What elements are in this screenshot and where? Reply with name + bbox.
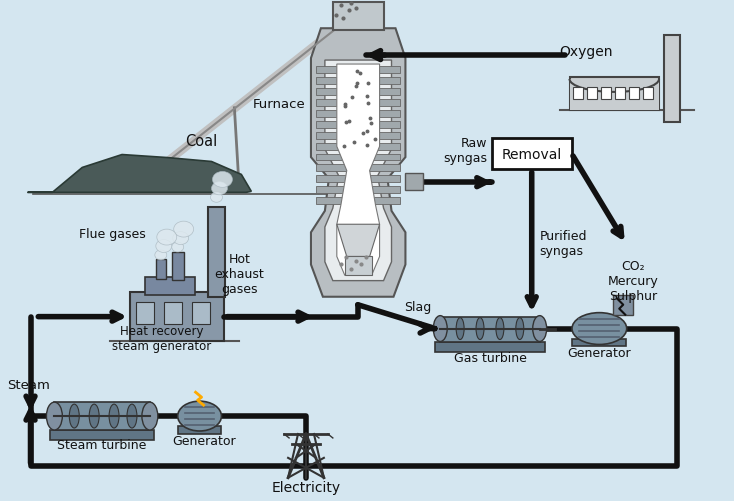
Bar — [316, 198, 401, 205]
Text: Steam turbine: Steam turbine — [57, 438, 147, 451]
Ellipse shape — [109, 404, 119, 428]
Ellipse shape — [433, 316, 447, 342]
Ellipse shape — [142, 402, 158, 430]
Ellipse shape — [496, 318, 504, 340]
Text: Removal: Removal — [501, 147, 562, 161]
Bar — [316, 154, 401, 161]
Ellipse shape — [211, 182, 228, 195]
Text: Heat recovery
steam generator: Heat recovery steam generator — [112, 325, 211, 353]
Ellipse shape — [157, 229, 177, 245]
Bar — [316, 67, 401, 74]
Bar — [629, 88, 639, 100]
Ellipse shape — [46, 402, 62, 430]
Bar — [587, 88, 597, 100]
Ellipse shape — [172, 232, 189, 245]
Text: Oxygen: Oxygen — [559, 45, 613, 59]
Bar — [440, 317, 539, 343]
Text: Purified
syngas: Purified syngas — [539, 229, 587, 258]
Bar — [614, 295, 633, 315]
Bar — [316, 165, 401, 172]
Ellipse shape — [155, 250, 167, 261]
Bar — [136, 302, 154, 324]
Ellipse shape — [211, 193, 222, 203]
Ellipse shape — [90, 404, 99, 428]
Bar — [316, 187, 401, 194]
Bar — [208, 208, 225, 297]
Bar — [145, 277, 195, 295]
Polygon shape — [311, 29, 405, 297]
Ellipse shape — [178, 401, 222, 431]
Bar — [316, 132, 401, 139]
FancyBboxPatch shape — [492, 138, 572, 170]
Ellipse shape — [456, 318, 464, 340]
Bar — [615, 88, 625, 100]
Bar — [316, 176, 401, 183]
Bar — [51, 430, 154, 440]
Bar — [316, 78, 401, 85]
Bar — [316, 111, 401, 118]
Bar — [192, 302, 209, 324]
Polygon shape — [28, 155, 251, 193]
Bar — [316, 89, 401, 96]
Ellipse shape — [69, 404, 79, 428]
Bar — [664, 36, 680, 122]
Ellipse shape — [156, 240, 172, 253]
Bar — [333, 4, 384, 31]
Ellipse shape — [127, 404, 137, 428]
Polygon shape — [337, 225, 379, 257]
Text: Hot
exhaust
gases: Hot exhaust gases — [214, 252, 264, 295]
Text: CO₂
Mercury
Sulphur: CO₂ Mercury Sulphur — [608, 260, 658, 302]
Text: Furnace: Furnace — [253, 98, 306, 111]
Text: Coal: Coal — [186, 133, 218, 148]
Text: Flue gases: Flue gases — [79, 227, 145, 240]
Ellipse shape — [213, 172, 233, 188]
Ellipse shape — [516, 318, 524, 340]
Text: Electricity: Electricity — [272, 479, 341, 493]
Ellipse shape — [572, 313, 627, 345]
Bar — [405, 173, 424, 191]
Polygon shape — [337, 65, 379, 276]
Text: Gas turbine: Gas turbine — [454, 352, 526, 365]
Bar — [172, 253, 184, 280]
Text: Generator: Generator — [172, 434, 236, 447]
Polygon shape — [325, 61, 391, 281]
Text: Generator: Generator — [567, 347, 631, 360]
Bar — [316, 100, 401, 107]
Bar — [316, 121, 401, 128]
Bar — [130, 292, 225, 342]
Bar — [316, 143, 401, 150]
Polygon shape — [570, 80, 659, 111]
Text: Raw
syngas: Raw syngas — [443, 137, 487, 165]
Text: Steam: Steam — [7, 378, 50, 391]
Bar — [643, 88, 653, 100]
Bar — [178, 426, 222, 434]
Bar — [435, 343, 545, 353]
Polygon shape — [345, 257, 371, 276]
Bar — [573, 88, 584, 100]
Text: Slag: Slag — [404, 300, 431, 313]
Ellipse shape — [476, 318, 484, 340]
Bar — [570, 78, 659, 111]
Ellipse shape — [172, 242, 184, 253]
Ellipse shape — [174, 222, 194, 237]
Bar — [601, 88, 611, 100]
Ellipse shape — [533, 316, 547, 342]
Bar — [54, 402, 150, 430]
Bar — [164, 302, 182, 324]
Bar — [156, 260, 166, 279]
Bar — [572, 339, 626, 347]
